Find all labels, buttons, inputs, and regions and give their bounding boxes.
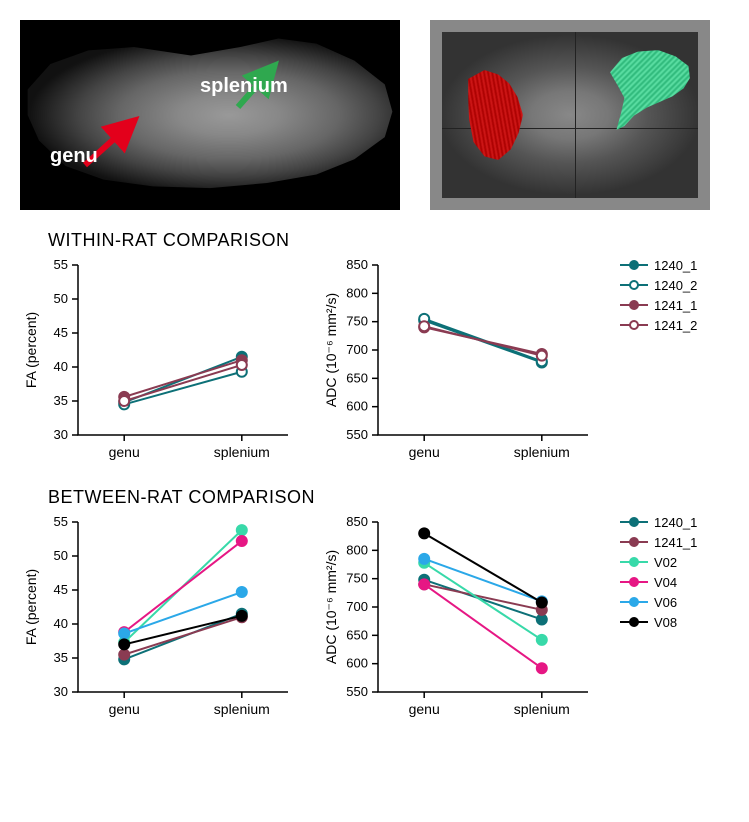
legend-label: 1241_2 bbox=[654, 318, 697, 333]
svg-text:genu: genu bbox=[109, 444, 140, 460]
splenium-label: splenium bbox=[200, 75, 288, 98]
svg-text:40: 40 bbox=[54, 616, 68, 631]
legend-item: 1240_1 bbox=[620, 512, 697, 532]
legend-label: V02 bbox=[654, 555, 677, 570]
svg-text:30: 30 bbox=[54, 427, 68, 442]
svg-text:45: 45 bbox=[54, 325, 68, 340]
legend-label: 1241_1 bbox=[654, 298, 697, 313]
between-legend: 1240_1 1241_1 V02 V04 V06 V08 bbox=[620, 512, 697, 632]
legend-label: 1240_1 bbox=[654, 258, 697, 273]
within-row: 30 35 40 45 50 55 genu splenium FA (percent) 550… bbox=[20, 255, 729, 475]
within-adc-chart: 550 600 650 700 750 800 850 genu splenium ADC (10… bbox=[320, 255, 610, 475]
svg-text:750: 750 bbox=[346, 314, 368, 329]
legend-label: 1240_1 bbox=[654, 515, 697, 530]
svg-text:40: 40 bbox=[54, 359, 68, 374]
within-fa-chart: 30 35 40 45 50 55 genu splenium FA (percent) bbox=[20, 255, 310, 475]
svg-text:600: 600 bbox=[346, 656, 368, 671]
svg-text:splenium: splenium bbox=[214, 701, 270, 717]
svg-text:genu: genu bbox=[409, 444, 440, 460]
brain-slice-bg bbox=[20, 30, 400, 200]
legend-item: V08 bbox=[620, 612, 697, 632]
svg-text:50: 50 bbox=[54, 291, 68, 306]
svg-text:50: 50 bbox=[54, 548, 68, 563]
legend-item: 1241_1 bbox=[620, 295, 697, 315]
svg-text:45: 45 bbox=[54, 582, 68, 597]
figure-root: genu splenium WITHIN-RAT COMPARISON 30 35… bbox=[20, 20, 729, 732]
legend-item: 1240_1 bbox=[620, 255, 697, 275]
svg-text:55: 55 bbox=[54, 257, 68, 272]
between-title: BETWEEN-RAT COMPARISON bbox=[48, 487, 729, 508]
svg-text:genu: genu bbox=[409, 701, 440, 717]
within-title: WITHIN-RAT COMPARISON bbox=[48, 230, 729, 251]
legend-item: V02 bbox=[620, 552, 697, 572]
svg-text:FA (percent): FA (percent) bbox=[23, 569, 39, 645]
svg-text:750: 750 bbox=[346, 571, 368, 586]
svg-text:800: 800 bbox=[346, 285, 368, 300]
legend-label: 1241_1 bbox=[654, 535, 697, 550]
legend-item: V06 bbox=[620, 592, 697, 612]
legend-item: V04 bbox=[620, 572, 697, 592]
legend-label: V04 bbox=[654, 575, 677, 590]
svg-text:650: 650 bbox=[346, 370, 368, 385]
svg-text:genu: genu bbox=[109, 701, 140, 717]
svg-text:550: 550 bbox=[346, 684, 368, 699]
svg-text:splenium: splenium bbox=[214, 444, 270, 460]
svg-text:FA (percent): FA (percent) bbox=[23, 312, 39, 388]
genu-label: genu bbox=[50, 145, 98, 168]
brain-mri-panel: genu splenium bbox=[20, 20, 400, 210]
svg-text:splenium: splenium bbox=[514, 701, 570, 717]
brain-tractography-panel bbox=[430, 20, 710, 210]
svg-text:800: 800 bbox=[346, 542, 368, 557]
legend-label: 1240_2 bbox=[654, 278, 697, 293]
svg-text:55: 55 bbox=[54, 514, 68, 529]
legend-item: 1240_2 bbox=[620, 275, 697, 295]
svg-text:550: 550 bbox=[346, 427, 368, 442]
svg-text:ADC (10⁻⁶ mm²/s): ADC (10⁻⁶ mm²/s) bbox=[323, 293, 339, 407]
between-row: 30 35 40 45 50 55 genu splenium FA (percent) 550… bbox=[20, 512, 729, 732]
svg-text:650: 650 bbox=[346, 627, 368, 642]
within-legend: 1240_1 1240_2 1241_1 1241_2 bbox=[620, 255, 697, 335]
svg-text:splenium: splenium bbox=[514, 444, 570, 460]
svg-text:850: 850 bbox=[346, 514, 368, 529]
legend-item: 1241_1 bbox=[620, 532, 697, 552]
svg-text:700: 700 bbox=[346, 342, 368, 357]
between-fa-chart: 30 35 40 45 50 55 genu splenium FA (percent) bbox=[20, 512, 310, 732]
svg-text:600: 600 bbox=[346, 399, 368, 414]
brain-row: genu splenium bbox=[20, 20, 729, 210]
svg-text:ADC (10⁻⁶ mm²/s): ADC (10⁻⁶ mm²/s) bbox=[323, 550, 339, 664]
legend-label: V08 bbox=[654, 615, 677, 630]
svg-text:30: 30 bbox=[54, 684, 68, 699]
legend-label: V06 bbox=[654, 595, 677, 610]
svg-text:700: 700 bbox=[346, 599, 368, 614]
legend-item: 1241_2 bbox=[620, 315, 697, 335]
between-adc-chart: 550 600 650 700 750 800 850 genu splenium ADC (10… bbox=[320, 512, 610, 732]
svg-text:850: 850 bbox=[346, 257, 368, 272]
svg-text:35: 35 bbox=[54, 393, 68, 408]
svg-text:35: 35 bbox=[54, 650, 68, 665]
